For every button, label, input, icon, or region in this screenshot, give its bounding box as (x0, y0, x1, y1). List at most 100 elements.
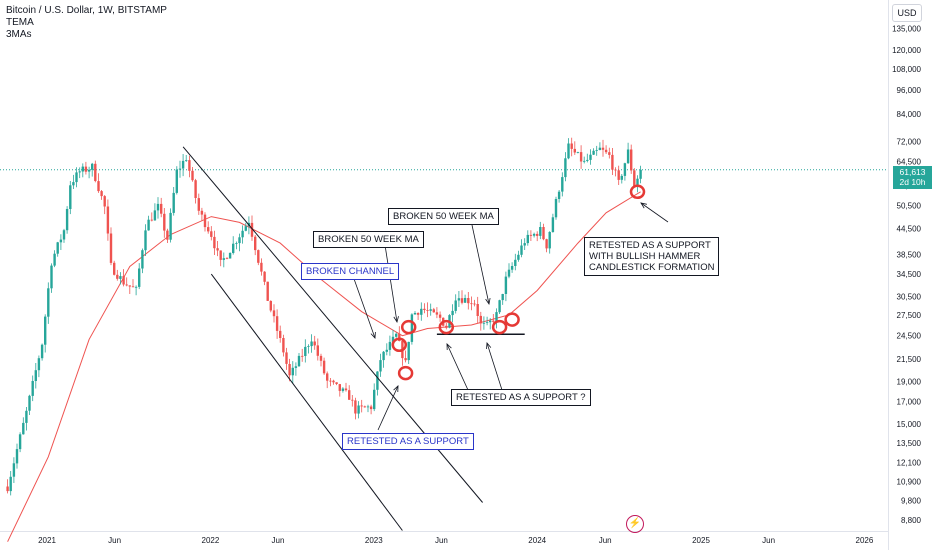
candle-body (254, 236, 257, 251)
lightning-icon[interactable]: ⚡ (626, 515, 644, 533)
candle-body (134, 286, 138, 288)
candle (369, 404, 373, 415)
candle-body (263, 271, 266, 282)
candle (87, 166, 91, 179)
candle-body (156, 203, 160, 211)
candle-body (329, 380, 332, 382)
candle (536, 231, 539, 242)
candle-body (301, 355, 304, 357)
candle-body (583, 160, 586, 162)
candle (97, 173, 100, 193)
annotation-retested-support[interactable]: RETESTED AS A SUPPORT (342, 433, 474, 450)
indicator-3mas[interactable]: 3MAs (6, 29, 32, 40)
candle (523, 238, 526, 250)
candle (479, 311, 482, 331)
annotation-broken-50ma-2[interactable]: BROKEN 50 WEEK MA (388, 208, 499, 225)
annotation-retested-hammer[interactable]: RETESTED AS A SUPPORT WITH BULLISH HAMME… (584, 237, 720, 276)
candle (514, 253, 517, 271)
candle-body (9, 476, 12, 492)
candle (357, 401, 360, 419)
y-tick-label: 9,800 (901, 497, 922, 506)
candle (6, 479, 9, 494)
candle-body (178, 168, 182, 170)
candle-body (326, 373, 329, 381)
candle-body (244, 226, 247, 231)
candle-body (626, 149, 630, 164)
candle-body (614, 169, 617, 171)
candle-body (460, 298, 464, 303)
candle-body (59, 239, 63, 243)
candle (185, 155, 188, 162)
candle-body (492, 320, 495, 322)
candle (485, 316, 489, 326)
candle-body (238, 237, 241, 244)
candle-body (94, 163, 97, 181)
candle (288, 358, 291, 382)
candle-body (498, 300, 501, 313)
candle (28, 394, 31, 415)
candle (573, 141, 576, 155)
candle (141, 248, 144, 274)
candle-body (363, 406, 366, 408)
candle-body (354, 400, 357, 414)
candle-body (536, 233, 539, 236)
candle (144, 224, 147, 256)
candle (332, 379, 335, 385)
candle-body (232, 243, 235, 253)
candle (322, 357, 326, 375)
candle-body (266, 281, 269, 301)
candle-body (604, 149, 608, 153)
candle-body (416, 313, 420, 315)
candle (91, 162, 94, 177)
candle (138, 263, 141, 290)
candle (592, 148, 595, 155)
candle (611, 148, 614, 175)
candle (420, 302, 423, 321)
candle-body (194, 180, 197, 198)
candle-body (291, 367, 294, 376)
x-tick-label: Jun (272, 536, 285, 545)
candle (269, 300, 272, 313)
candle-body (341, 388, 345, 391)
arrow-head (640, 202, 647, 209)
y-tick-label: 15,000 (897, 420, 922, 429)
candle-body (225, 258, 229, 259)
y-tick-label: 19,000 (897, 378, 922, 387)
candle (608, 147, 611, 159)
candle (451, 304, 454, 323)
y-tick-label: 17,000 (897, 398, 922, 407)
annotation-retested-question[interactable]: RETESTED AS A SUPPORT ? (451, 389, 591, 406)
annotation-broken-50ma-1[interactable]: BROKEN 50 WEEK MA (313, 231, 424, 248)
candle (172, 187, 175, 216)
candle-body (335, 382, 338, 384)
candle (304, 339, 307, 363)
candle-body (188, 160, 191, 171)
candle-body (228, 253, 232, 259)
candle-body (279, 330, 282, 338)
candle (103, 195, 106, 215)
candle-body (65, 209, 69, 231)
annotation-broken-channel[interactable]: BROKEN CHANNEL (301, 263, 400, 280)
candle (169, 208, 172, 243)
annotation-hammer-line-1: RETESTED AS A SUPPORT (589, 240, 711, 251)
candle-body (207, 227, 210, 232)
candle-body (18, 434, 22, 450)
candle (116, 269, 119, 281)
y-tick-label: 64,500 (897, 158, 922, 167)
candle (517, 250, 520, 262)
symbol-title[interactable]: Bitcoin / U.S. Dollar, 1W, BITSTAMP (6, 5, 167, 16)
candle (404, 350, 407, 363)
candle-body (87, 169, 91, 172)
candle-body (319, 355, 323, 361)
candle (163, 208, 166, 238)
support-marker-circle (504, 312, 520, 327)
candle-body (420, 308, 423, 315)
y-tick-label: 50,500 (897, 202, 922, 211)
currency-button[interactable]: USD (892, 4, 922, 22)
candle-body (601, 147, 605, 150)
candle-body (260, 262, 263, 272)
candle-body (517, 254, 520, 260)
indicator-tema[interactable]: TEMA (6, 17, 34, 28)
